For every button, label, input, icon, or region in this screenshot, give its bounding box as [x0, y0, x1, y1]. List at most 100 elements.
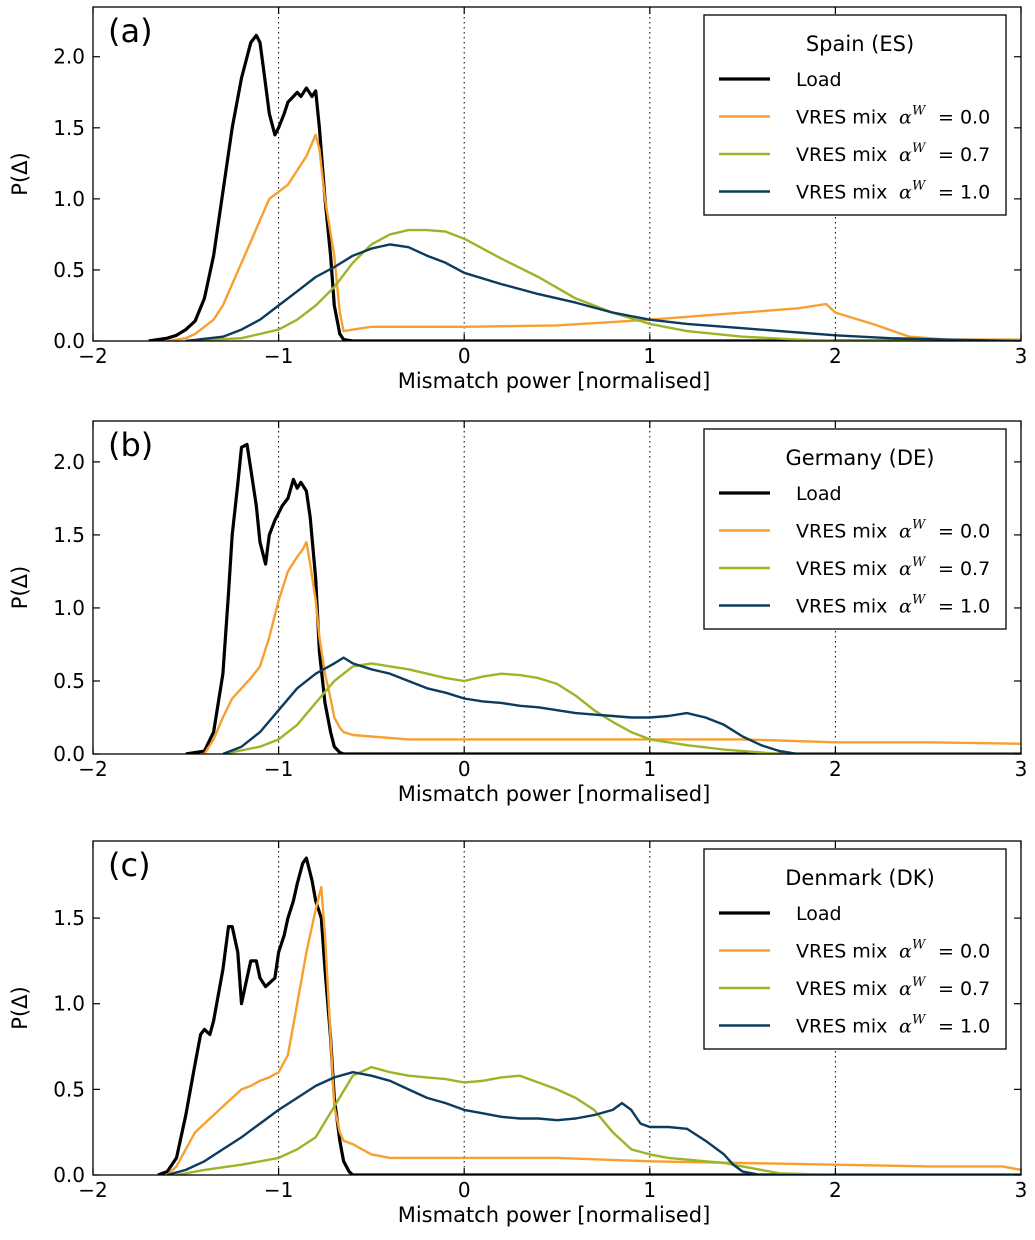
legend-entry-label: Load — [796, 903, 842, 925]
series-line-vres-3 — [185, 243, 1021, 341]
series-line-vres-1 — [167, 133, 1021, 341]
legend-entry-value: = 1.0 — [938, 1016, 990, 1038]
legend-alpha-symbol: α — [899, 107, 912, 129]
legend-entry-label: Load — [796, 483, 842, 505]
chart-panel-3: −2 −1 0 1 2 3 0.0 0.5 1.0 1.5 Mismatch power [norm… — [8, 840, 1028, 1227]
legend-entry-value: = 0.0 — [938, 941, 990, 963]
series-line-load — [148, 33, 1021, 341]
x-tick-label: 3 — [1015, 757, 1028, 781]
y-axis-label: P(Δ) — [8, 986, 32, 1029]
y-tick-label: 1.0 — [53, 596, 85, 620]
legend-alpha-superscript: W — [912, 179, 927, 194]
x-tick-label: −2 — [78, 757, 107, 781]
y-tick-label: 2.0 — [53, 450, 85, 474]
legend-entry-value: = 0.7 — [938, 558, 990, 580]
x-tick-label: −1 — [264, 344, 293, 368]
x-tick-label: 0 — [458, 757, 471, 781]
legend-frame — [703, 14, 1007, 216]
y-tick-label: 1.5 — [53, 906, 85, 930]
series-group — [148, 33, 1021, 341]
y-tick-label: 0.0 — [53, 1163, 85, 1187]
legend-alpha-superscript: W — [912, 938, 927, 953]
x-tick-label: −2 — [78, 344, 107, 368]
y-tick-label: 1.5 — [53, 523, 85, 547]
series-line-vres-3 — [166, 1071, 1021, 1175]
legend-entry-label: VRES mix — [796, 182, 887, 204]
x-tick-label: 2 — [829, 1178, 842, 1202]
plot-frame — [92, 420, 1022, 755]
legend-alpha-symbol: α — [899, 144, 912, 166]
series-group — [185, 442, 1021, 754]
legend-alpha-superscript: W — [912, 141, 927, 156]
chart-panel-1: −2 −1 0 1 2 3 0.0 0.5 1.0 1.5 2.0 Mismatch power [n… — [8, 6, 1028, 393]
legend-alpha-superscript: W — [912, 104, 927, 119]
x-tick-label: 2 — [829, 757, 842, 781]
legend-title: Spain (ES) — [806, 32, 914, 56]
legend-alpha-superscript: W — [912, 555, 927, 570]
x-tick-label: −2 — [78, 1178, 107, 1202]
legend-alpha-symbol: α — [899, 558, 912, 580]
y-tick-label: 1.5 — [53, 116, 85, 140]
legend-entry-value: = 1.0 — [938, 596, 990, 618]
x-axis-label: Mismatch power [normalised] — [398, 369, 711, 393]
series-line-vres-3 — [222, 656, 1021, 754]
legend-alpha-symbol: α — [899, 182, 912, 204]
series-line-vres-2 — [222, 662, 1021, 754]
series-group — [157, 856, 1021, 1175]
legend-entry-label: VRES mix — [796, 1016, 887, 1038]
legend-entry-value: = 1.0 — [938, 182, 990, 204]
legend-frame — [703, 428, 1007, 630]
legend-title: Germany (DE) — [785, 446, 934, 470]
legend-entry-value: = 0.0 — [938, 521, 990, 543]
x-tick-label: 1 — [643, 757, 656, 781]
x-tick-label: 2 — [829, 344, 842, 368]
y-tick-label: 0.5 — [53, 258, 85, 282]
legend-entry-label: VRES mix — [796, 144, 887, 166]
y-tick-label: 0.0 — [53, 329, 85, 353]
y-axis-label: P(Δ) — [8, 566, 32, 609]
panel-label: (c) — [108, 846, 151, 884]
x-tick-label: 0 — [458, 1178, 471, 1202]
series-line-vres-2 — [176, 1065, 1021, 1175]
legend-entry-label: VRES mix — [796, 978, 887, 1000]
y-tick-label: 1.0 — [53, 187, 85, 211]
legend-alpha-symbol: α — [899, 521, 912, 543]
series-line-vres-2 — [185, 228, 1021, 341]
x-axis-label: Mismatch power [normalised] — [398, 782, 711, 806]
series-line-load — [185, 442, 1021, 754]
legend-alpha-superscript: W — [912, 593, 927, 608]
x-tick-label: −1 — [264, 757, 293, 781]
legend-entry-value: = 0.7 — [938, 144, 990, 166]
legend-entry-label: VRES mix — [796, 596, 887, 618]
plot-frame — [92, 6, 1022, 342]
legend-entry-label: VRES mix — [796, 941, 887, 963]
x-tick-label: 3 — [1015, 344, 1028, 368]
x-tick-label: 1 — [643, 344, 656, 368]
x-tick-label: 3 — [1015, 1178, 1028, 1202]
x-tick-label: 0 — [458, 344, 471, 368]
legend-alpha-superscript: W — [912, 518, 927, 533]
legend-entry-value: = 0.0 — [938, 107, 990, 129]
legend-alpha-symbol: α — [899, 596, 912, 618]
y-axis-label: P(Δ) — [8, 152, 32, 195]
legend-entry-label: VRES mix — [796, 107, 887, 129]
legend-entry-label: Load — [796, 69, 842, 91]
x-tick-label: −1 — [264, 1178, 293, 1202]
legend-entry-value: = 0.7 — [938, 978, 990, 1000]
legend-alpha-superscript: W — [912, 1013, 927, 1028]
chart-panel-2: −2 −1 0 1 2 3 0.0 0.5 1.0 1.5 2.0 Mismatch power [n… — [8, 420, 1028, 806]
y-tick-label: 0.5 — [53, 1077, 85, 1101]
y-tick-label: 2.0 — [53, 45, 85, 69]
legend-alpha-symbol: α — [899, 978, 912, 1000]
plot-frame — [92, 840, 1022, 1176]
legend-alpha-symbol: α — [899, 1016, 912, 1038]
series-line-vres-1 — [203, 541, 1021, 754]
legend-frame — [703, 848, 1007, 1050]
x-axis-label: Mismatch power [normalised] — [398, 1203, 711, 1227]
y-tick-label: 1.0 — [53, 992, 85, 1016]
y-tick-label: 0.0 — [53, 742, 85, 766]
